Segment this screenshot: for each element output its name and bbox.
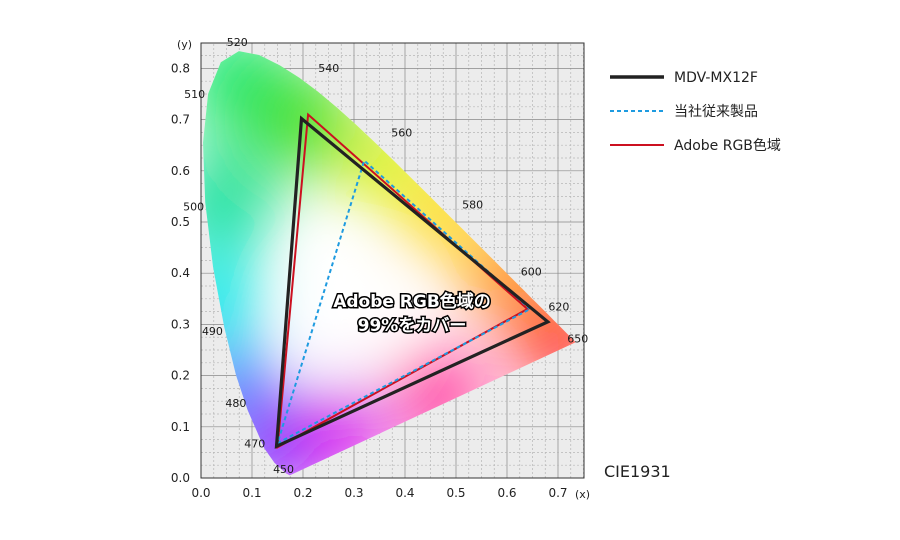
y-axis-unit: (y) xyxy=(177,38,192,51)
legend-label-adobe-rgb: Adobe RGB色域 xyxy=(674,137,781,154)
gamut-triangle-adobe-rgb xyxy=(276,112,530,450)
y-tick-label: 0.3 xyxy=(171,317,190,331)
wavelength-label-600: 600 xyxy=(521,266,542,279)
x-tick-label: 0.3 xyxy=(344,486,363,500)
x-tick-label: 0.0 xyxy=(191,486,210,500)
wavelength-label-490: 490 xyxy=(202,325,223,338)
wavelength-label-500: 500 xyxy=(183,201,204,214)
wavelength-labels: 450 470 480 490 500 510 520 540 560 580 600 620 650 xyxy=(183,36,588,476)
legend-label-mdv: MDV-MX12F xyxy=(674,70,758,86)
x-tick-label: 0.1 xyxy=(242,486,261,500)
wavelength-label-620: 620 xyxy=(548,300,569,313)
legend-label-previous: 当社従来製品 xyxy=(674,104,758,120)
wavelength-label-560: 560 xyxy=(391,127,412,140)
y-tick-label: 0.8 xyxy=(171,61,190,75)
y-tick-label: 0.1 xyxy=(171,420,190,434)
y-tick-label: 0.5 xyxy=(171,215,190,229)
x-tick-label: 0.7 xyxy=(548,486,567,500)
wavelength-label-470: 470 xyxy=(244,437,265,450)
x-tick-label: 0.5 xyxy=(446,486,465,500)
plot-frame xyxy=(200,42,585,479)
wavelength-label-480: 480 xyxy=(225,397,246,410)
x-tick-label: 0.4 xyxy=(395,486,414,500)
gamut-triangle-mdv-mx12f xyxy=(274,115,551,449)
annotation-line-1: Adobe RGB色域の xyxy=(333,291,491,312)
x-axis-unit: (x) xyxy=(575,488,590,501)
annotation: Adobe RGB色域の 99%をカバー xyxy=(332,290,493,338)
gamut-triangle-previous-product xyxy=(275,158,532,446)
axis-ticks: 0.0 0.1 0.2 0.3 0.4 0.5 0.6 0.7 0.0 0.1 0.2 0.3 0.4 0… xyxy=(171,61,568,500)
y-tick-label: 0.6 xyxy=(171,164,190,178)
wavelength-label-650: 650 xyxy=(567,333,588,346)
wavelength-label-580: 580 xyxy=(462,199,483,212)
standard-label: CIE1931 xyxy=(604,462,671,481)
gamut-triangles xyxy=(274,112,551,450)
x-tick-label: 0.6 xyxy=(497,486,516,500)
y-tick-label: 0.0 xyxy=(171,471,190,485)
y-tick-label: 0.7 xyxy=(171,113,190,127)
y-tick-label: 0.4 xyxy=(171,266,190,280)
wavelength-label-450: 450 xyxy=(273,463,294,476)
legend: MDV-MX12F 当社従来製品 Adobe RGB色域 xyxy=(610,70,781,154)
wavelength-label-540: 540 xyxy=(318,62,339,75)
wavelength-label-520: 520 xyxy=(227,36,248,49)
annotation-line-2: 99%をカバー xyxy=(358,316,467,336)
x-tick-label: 0.2 xyxy=(293,486,312,500)
y-tick-label: 0.2 xyxy=(171,369,190,383)
wavelength-label-510: 510 xyxy=(184,88,205,101)
